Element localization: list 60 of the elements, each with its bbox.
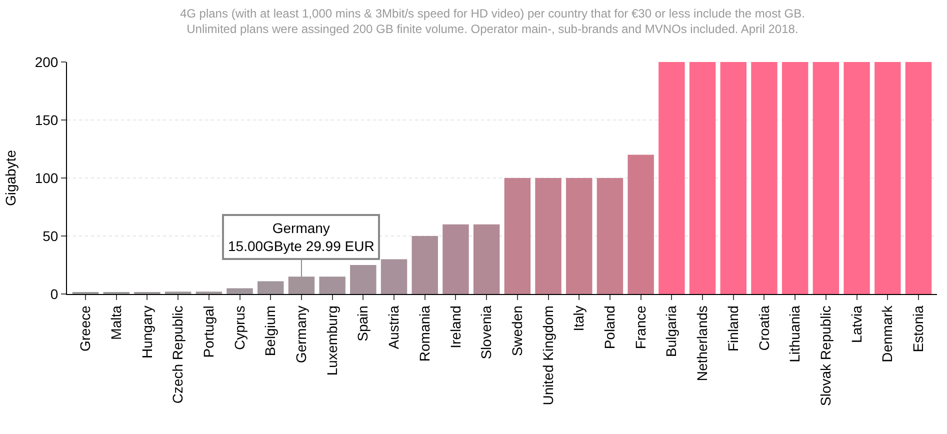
x-tick-label: Netherlands	[694, 306, 710, 382]
bar	[844, 62, 870, 294]
bar	[874, 62, 901, 294]
x-tick-label: Portugal	[200, 306, 216, 358]
x-tick-label: Spain	[354, 306, 371, 342]
bar	[473, 224, 500, 294]
x-tick-label: Italy	[570, 306, 587, 332]
bar	[720, 62, 746, 294]
bar	[658, 62, 685, 294]
bar	[288, 276, 315, 294]
bar	[319, 276, 346, 294]
x-tick-label: Cyprus	[231, 306, 248, 350]
x-tick-label: Romania	[416, 305, 432, 362]
x-tick-label: Czech Republic	[170, 306, 186, 404]
bar	[566, 178, 592, 294]
bar	[412, 236, 438, 294]
x-tick-label: Luxemburg	[324, 306, 340, 376]
bar	[442, 224, 469, 294]
x-tick-label: Greece	[77, 305, 94, 352]
x-tick-label: United Kingdom	[540, 306, 556, 406]
bar	[380, 259, 408, 294]
bar	[226, 288, 253, 294]
x-tick-label: Denmark	[879, 304, 896, 362]
x-tick-label: Ireland	[447, 306, 464, 348]
x-tick-label: Belgium	[262, 306, 278, 356]
bar	[812, 62, 840, 294]
bar	[751, 62, 778, 294]
y-axis-title: Gigabyte	[2, 150, 18, 206]
y-tick-label: 150	[34, 112, 58, 128]
y-tick-label: 100	[34, 170, 58, 186]
y-tick-label: 50	[42, 228, 58, 244]
y-tick-label: 200	[34, 54, 58, 70]
y-tick-label: 0	[50, 286, 58, 302]
x-tick-label: Poland	[602, 306, 618, 350]
x-tick-label: Lithuania	[786, 305, 803, 362]
x-tick-label: Finland	[724, 306, 741, 352]
chart-subtitle: Unlimited plans were assinged 200 GB finite volume. Operator main-, sub-brands and MVNOs included. April 2018.	[186, 22, 798, 36]
x-tick-label: Austria	[386, 305, 402, 350]
chart-title: 4G plans (with at least 1,000 mins & 3Mbit/s speed for HD video) per country that for €30 or less include the most GB.	[180, 6, 805, 20]
x-tick-label: Slovenia	[478, 305, 494, 360]
x-tick-label: Croatia	[756, 305, 772, 351]
bar	[905, 62, 932, 294]
x-tick-label: Slovak Republic	[817, 306, 834, 406]
bar	[350, 265, 376, 294]
bar	[782, 62, 808, 294]
x-tick-label: Estonia	[910, 305, 926, 352]
x-tick-label: Latvia	[848, 305, 864, 343]
bar	[596, 178, 624, 294]
bar	[535, 178, 562, 294]
x-tick-label: Germany	[293, 306, 310, 364]
bar	[258, 281, 284, 294]
x-tick-label: Sweden	[508, 306, 525, 356]
bar	[504, 178, 531, 294]
bar	[628, 154, 654, 294]
annotation: Germany 15.00GByte 29.99 EUR	[228, 220, 374, 254]
x-tick-label: Hungary	[138, 306, 155, 359]
x-tick-label: Malta	[108, 305, 124, 340]
x-tick-label: France	[632, 305, 648, 350]
x-tick-label: Bulgaria	[663, 305, 680, 357]
bar	[689, 62, 716, 294]
